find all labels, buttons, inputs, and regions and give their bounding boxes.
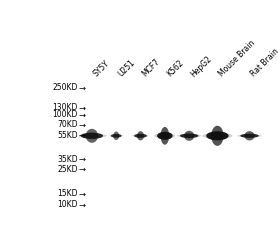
Ellipse shape (161, 127, 169, 145)
Text: 100KD: 100KD (53, 110, 78, 120)
Text: 130KD: 130KD (53, 104, 78, 112)
Text: 25KD: 25KD (57, 164, 78, 173)
Text: →: → (78, 190, 85, 198)
Ellipse shape (111, 134, 121, 138)
Ellipse shape (134, 134, 147, 138)
Text: Rat Brain: Rat Brain (250, 47, 278, 79)
Ellipse shape (86, 129, 98, 143)
Text: →: → (78, 154, 85, 164)
Text: K562: K562 (165, 58, 185, 79)
Ellipse shape (137, 131, 144, 140)
Text: 70KD: 70KD (57, 120, 78, 130)
Ellipse shape (132, 134, 149, 137)
Ellipse shape (81, 133, 103, 139)
Ellipse shape (154, 133, 175, 138)
Text: →: → (78, 110, 85, 120)
Text: 10KD: 10KD (57, 200, 78, 209)
Ellipse shape (202, 133, 232, 139)
Text: →: → (78, 130, 85, 140)
Text: →: → (78, 164, 85, 173)
Ellipse shape (244, 131, 255, 140)
Ellipse shape (211, 126, 224, 146)
Ellipse shape (237, 134, 262, 137)
Text: Mouse Brain: Mouse Brain (217, 39, 257, 79)
Text: SY5Y: SY5Y (92, 59, 111, 79)
Text: 35KD: 35KD (57, 154, 78, 164)
Ellipse shape (184, 131, 194, 141)
Ellipse shape (206, 131, 229, 140)
Text: →: → (78, 104, 85, 112)
Ellipse shape (177, 134, 202, 137)
Text: 15KD: 15KD (57, 190, 78, 198)
Ellipse shape (77, 134, 107, 138)
Text: →: → (78, 83, 85, 92)
Text: →: → (78, 200, 85, 209)
Text: →: → (78, 120, 85, 130)
Text: 55KD: 55KD (57, 130, 78, 140)
Ellipse shape (157, 132, 173, 140)
Text: HepG2: HepG2 (189, 54, 214, 79)
Ellipse shape (113, 132, 119, 140)
Ellipse shape (180, 134, 198, 138)
Text: U251: U251 (116, 58, 136, 79)
Ellipse shape (240, 134, 259, 138)
Ellipse shape (109, 134, 123, 137)
Text: 250KD: 250KD (53, 83, 78, 92)
Text: MCF7: MCF7 (141, 58, 162, 79)
